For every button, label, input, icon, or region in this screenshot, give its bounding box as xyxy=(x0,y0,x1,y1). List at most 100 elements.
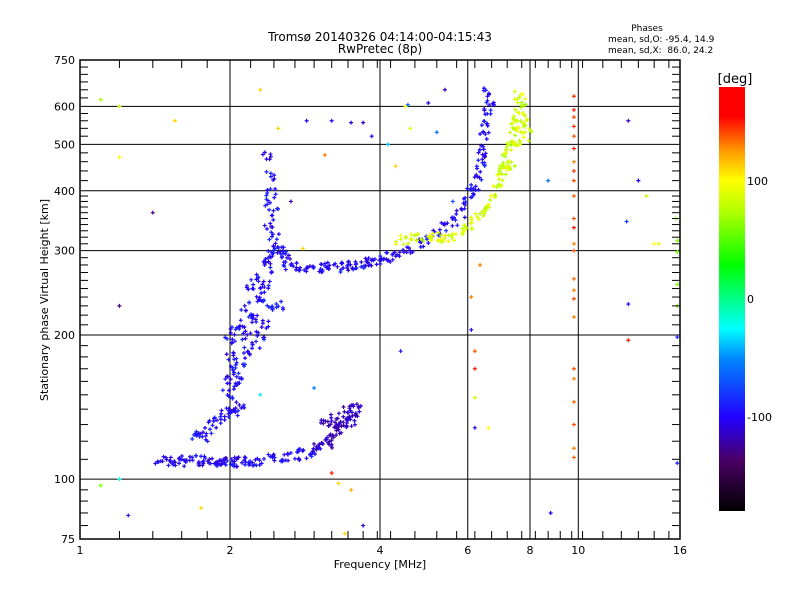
data-point xyxy=(450,199,455,204)
data-point xyxy=(323,437,328,442)
data-point xyxy=(513,133,518,138)
data-point xyxy=(497,166,502,171)
data-point xyxy=(325,419,330,424)
data-point xyxy=(254,329,259,334)
data-point xyxy=(518,140,523,145)
data-point xyxy=(117,155,122,160)
data-point xyxy=(481,130,486,135)
data-point xyxy=(345,259,350,264)
data-point xyxy=(481,213,486,218)
data-point xyxy=(403,104,408,109)
data-point xyxy=(311,448,316,453)
y-tick-label: 75 xyxy=(61,533,75,546)
data-point xyxy=(461,229,466,234)
data-point xyxy=(571,399,576,404)
y-tick-label: 500 xyxy=(54,138,75,151)
data-point xyxy=(232,370,237,375)
y-tick-label: 300 xyxy=(54,245,75,258)
data-point xyxy=(249,277,254,282)
data-point xyxy=(409,236,414,241)
data-point xyxy=(571,94,576,99)
data-point xyxy=(397,250,402,255)
data-point xyxy=(409,232,414,237)
data-point xyxy=(266,324,271,329)
data-point xyxy=(271,217,276,222)
data-point xyxy=(334,433,339,438)
data-point xyxy=(463,202,468,207)
data-point xyxy=(257,295,262,300)
data-point xyxy=(200,434,205,439)
data-point xyxy=(310,264,315,269)
data-point xyxy=(286,253,291,258)
data-point xyxy=(166,463,171,468)
data-point xyxy=(369,263,374,268)
data-point xyxy=(486,202,491,207)
x-tick-label: 8 xyxy=(527,544,534,557)
data-point xyxy=(172,460,177,465)
data-point xyxy=(275,250,280,255)
data-point xyxy=(324,435,329,440)
colorbar-tick-label: 100 xyxy=(747,175,768,188)
data-point xyxy=(469,182,474,187)
data-point xyxy=(257,462,262,467)
data-point xyxy=(327,439,332,444)
data-point xyxy=(509,139,514,144)
data-point xyxy=(214,425,219,430)
data-point xyxy=(294,265,299,270)
data-point xyxy=(361,523,366,528)
data-point xyxy=(242,345,247,350)
data-point xyxy=(378,261,383,266)
x-tick-label: 10 xyxy=(571,544,585,557)
data-point xyxy=(349,487,354,492)
data-point xyxy=(262,285,267,290)
data-point xyxy=(238,318,243,323)
data-point xyxy=(571,446,576,451)
data-point xyxy=(258,392,263,397)
data-point xyxy=(414,238,419,243)
data-point xyxy=(491,184,496,189)
data-point xyxy=(233,363,238,368)
data-point xyxy=(484,121,489,126)
data-point xyxy=(219,411,224,416)
data-point xyxy=(236,380,241,385)
data-point xyxy=(336,427,341,432)
data-point xyxy=(248,331,253,336)
data-point xyxy=(153,461,158,466)
data-point xyxy=(571,296,576,301)
data-point xyxy=(276,245,281,250)
data-point xyxy=(463,195,468,200)
data-point xyxy=(309,454,314,459)
data-point xyxy=(426,100,431,105)
data-point xyxy=(276,126,281,131)
data-point xyxy=(236,455,241,460)
data-point xyxy=(198,454,203,459)
x-tick-label: 6 xyxy=(464,544,471,557)
data-point xyxy=(442,221,447,226)
data-point xyxy=(503,150,508,155)
data-point xyxy=(228,331,233,336)
data-point xyxy=(349,120,354,125)
data-point xyxy=(264,197,269,202)
data-point xyxy=(341,405,346,410)
data-point xyxy=(161,454,166,459)
data-point xyxy=(512,126,517,131)
data-point xyxy=(217,458,222,463)
data-point xyxy=(410,250,415,255)
data-point xyxy=(520,130,525,135)
data-point xyxy=(341,420,346,425)
data-point xyxy=(331,262,336,267)
data-point xyxy=(675,461,680,466)
data-point xyxy=(479,123,484,128)
data-point xyxy=(156,459,161,464)
data-point xyxy=(571,168,576,173)
data-point xyxy=(212,415,217,420)
data-point xyxy=(548,510,553,515)
data-point xyxy=(463,199,468,204)
data-point xyxy=(241,331,246,336)
data-point xyxy=(264,326,269,331)
data-point xyxy=(235,413,240,418)
data-point xyxy=(626,338,631,343)
data-point xyxy=(509,160,514,165)
data-point xyxy=(656,241,661,246)
data-point xyxy=(348,417,353,422)
